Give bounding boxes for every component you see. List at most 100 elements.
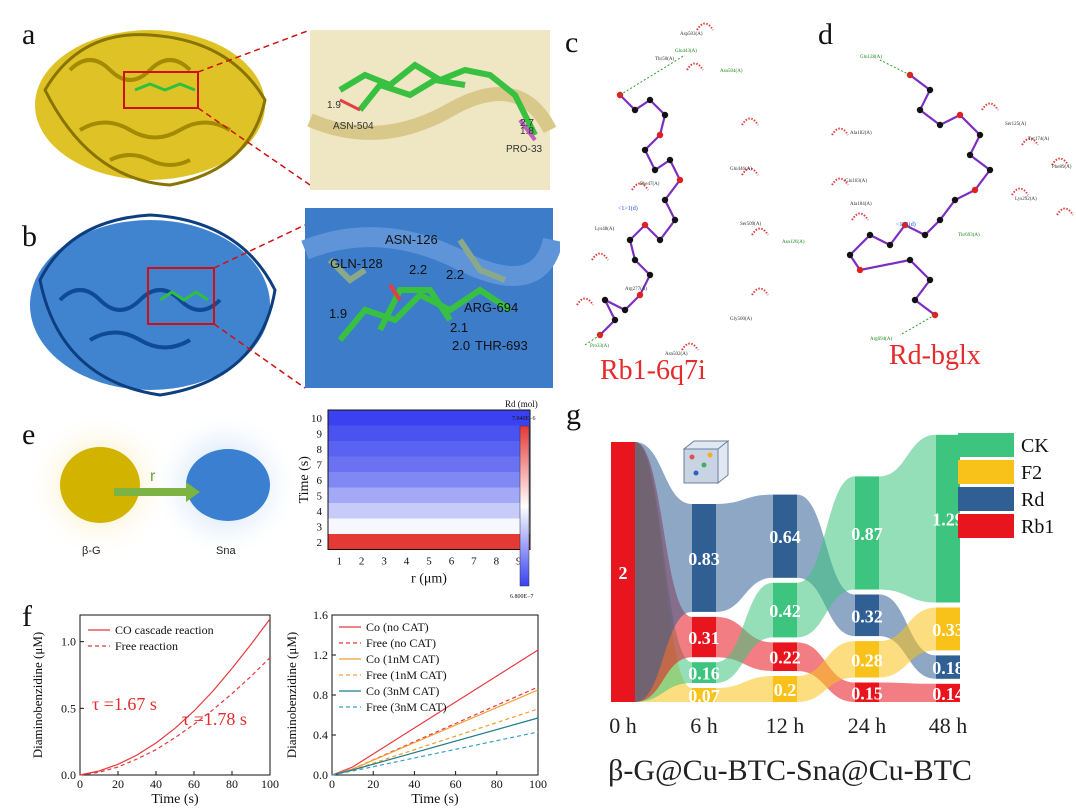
hydrophobic-contact-c: [751, 287, 769, 296]
residue-label-d: Gln128(A): [860, 55, 882, 60]
hydrophobic-contact-d: [1051, 157, 1069, 166]
hydrophobic-contact-d: [831, 177, 849, 186]
ligand-rd-atom: [901, 221, 909, 229]
heatmap-ylabel: Time (s): [297, 456, 312, 504]
heatmap-xtick: 6: [449, 556, 455, 568]
residue-label-c: Asn502(A): [665, 352, 688, 357]
residue-label-d: Ala182(A): [850, 131, 872, 136]
sankey-value-label: 0.33: [932, 620, 964, 640]
f-right-xtick: 100: [529, 777, 547, 791]
hydrophobic-contact-c: [681, 342, 699, 351]
ligand-rb1-atom: [671, 216, 679, 224]
ligand-rb1-bonds: [599, 94, 682, 336]
panel-label-f: f: [22, 600, 32, 633]
distance-arrow-shaft: [114, 488, 186, 496]
heatmap-row-t6: [328, 472, 530, 488]
ligand-code-c: <1>1(d): [618, 205, 638, 212]
panel-label-d: d: [818, 18, 833, 51]
ligplot-diagrams: Glu443(A) Asn504(A) Thr50(A) Lys48(A) Pro33(…: [576, 22, 1074, 357]
ligand-rb1-atom: [631, 106, 639, 114]
legend-swatch-f2: [958, 460, 1014, 484]
sankey-value-label: 0.07: [688, 686, 720, 706]
f-right-legend-label: Free (no CAT): [366, 636, 436, 650]
heatmap-ytick: 6: [317, 475, 323, 487]
sankey-flow-ck: [879, 434, 936, 603]
heatmap-row-t2: [328, 534, 530, 550]
colorbar-min: 6.800E−7: [510, 594, 534, 600]
residue-label-c: Thr50(A): [655, 57, 674, 62]
heatmap-ytick: 8: [317, 444, 323, 456]
sankey-flow-ck: [797, 476, 855, 638]
f-right-legend-label: Co (1nM CAT): [366, 652, 439, 666]
zoom-b-label-dist1: 2.2: [409, 262, 428, 277]
heatmap-ytick: 5: [317, 490, 323, 502]
f-right-ytick: 1.2: [313, 648, 328, 662]
ligand-rb1-atom: [676, 176, 684, 184]
sankey-node-ck: [936, 434, 960, 603]
sankey-node-rb1: [773, 642, 797, 671]
zoom-b-label-dist4: 2.1: [450, 320, 469, 335]
sankey-chart: 2 0 h 0.070.16 0.31 0.83 6 h 0.2 0.22 0.42 0.64 12…: [608, 433, 1054, 787]
residue-label-d: Glu183(A): [845, 179, 867, 184]
heatmap-ytick: 7: [317, 459, 323, 471]
cube-particle: [701, 462, 707, 468]
zoom-b-label-dist5: 2.0: [452, 338, 471, 353]
f-right-ytick: 0.0: [313, 768, 328, 782]
heatmap-row-t7: [328, 456, 530, 472]
panel-e-illustration: [30, 420, 295, 555]
zoom-a-label-dist3: 1.8: [520, 126, 534, 137]
legend-swatch-rd: [958, 487, 1014, 511]
residue-label-c: Phe47(A): [640, 182, 660, 187]
ligand-rd-atom: [951, 196, 959, 204]
f-right-ytick: 0.8: [313, 688, 328, 702]
sankey-node-ck: [692, 662, 716, 683]
sankey-node-rd: [692, 504, 716, 612]
f-right-ylabel: Diaminobenzidine (μM): [284, 632, 299, 758]
residue-label-c: Gln446(A): [730, 167, 752, 172]
hydrophobic-contact-d: [831, 127, 849, 136]
zoom-b-label-dist2: 2.2: [446, 267, 465, 282]
f-left-xlabel: Time (s): [151, 792, 199, 807]
f-right-xtick: 20: [367, 777, 379, 791]
ligand-rd-atom: [921, 231, 929, 239]
heatmap-xlabel: r (μm): [411, 572, 447, 587]
line-chart-f-right: 0 20 40 60 80 100 0.0 0.4 0.8 1.2 1.6 Time (s) Diami…: [284, 608, 547, 807]
sankey-value-label: 0.16: [688, 664, 720, 684]
hydrophobic-contact-c: [686, 62, 704, 71]
hydrophobic-contact-d: [981, 102, 999, 111]
f-left-ytick: 0.0: [61, 768, 76, 782]
line-chart-f-left: 0 20 40 60 80 100 0.0 0.5 1.0 Time (s) Diaminobenz…: [30, 614, 279, 807]
sankey-flow-ck: [716, 582, 773, 683]
label-sna: Sna: [216, 545, 236, 557]
f-right-ytick: 1.6: [313, 608, 328, 622]
f-right-legend-label: Free (3nM CAT): [366, 700, 447, 714]
f-right-xtick: 0: [329, 777, 335, 791]
panel-label-b: b: [22, 220, 37, 253]
panel-label-c: c: [565, 26, 579, 59]
residue-label-c: Gly500(A): [730, 317, 752, 322]
hydrophobic-contact-c: [631, 182, 649, 191]
zoom-b-label-dist3: 1.9: [329, 306, 348, 321]
heatmap-xtick: 2: [359, 556, 365, 568]
ligand-rd-atom: [956, 111, 964, 119]
sankey-value-label: 2: [619, 563, 628, 583]
residue-label-c: Lys48(A): [595, 227, 615, 232]
sankey-node-rd: [773, 494, 797, 578]
heatmap-xtick: 4: [404, 556, 410, 568]
ligand-rd-atom: [966, 151, 974, 159]
sankey-xtick: 12 h: [766, 713, 805, 738]
sankey-value-label: 0.42: [769, 601, 801, 621]
hydrophobic-contact-c: [741, 167, 759, 176]
heatmap-xtick: 5: [426, 556, 432, 568]
ligand-rd-atom: [936, 216, 944, 224]
ligand-rd-atom: [866, 231, 874, 239]
residue-label-c: Arg277(A): [625, 287, 647, 292]
legend-swatch-rb1: [958, 514, 1014, 538]
zoom-b-label-gln128: GLN-128: [330, 256, 383, 271]
residue-label-d: Ser125(A): [1005, 122, 1026, 127]
ligand-rd-atom: [971, 186, 979, 194]
f-right-legend-label: Free (1nM CAT): [366, 668, 447, 682]
heatmap-xtick: 1: [336, 556, 342, 568]
heatmap-row-t10: [328, 410, 530, 426]
